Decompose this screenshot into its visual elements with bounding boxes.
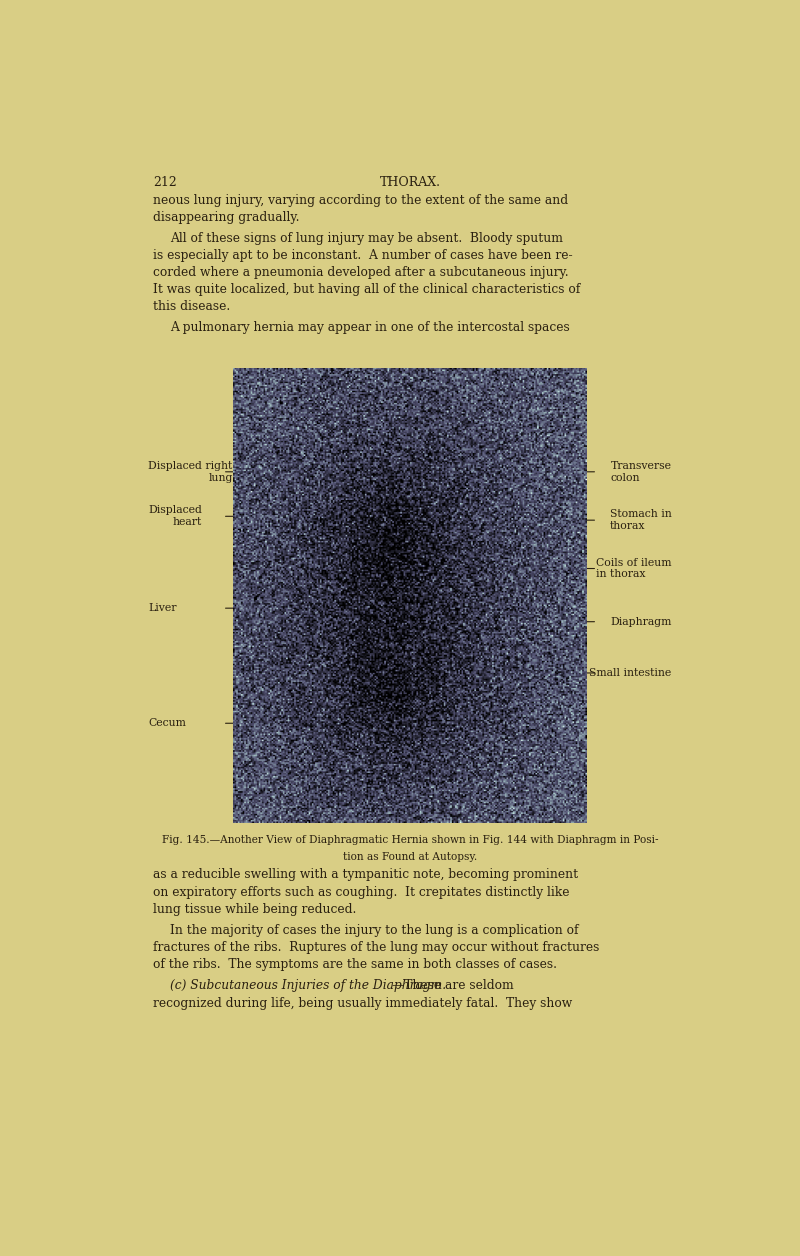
Text: All of these signs of lung injury may be absent.  Bloody sputum: All of these signs of lung injury may be…	[170, 231, 563, 245]
Text: THORAX.: THORAX.	[379, 176, 441, 188]
Text: on expiratory efforts such as coughing.  It crepitates distinctly like: on expiratory efforts such as coughing. …	[153, 885, 570, 898]
Text: Cecum: Cecum	[148, 718, 186, 728]
Text: 212: 212	[153, 176, 177, 188]
Text: Liver: Liver	[148, 603, 177, 613]
Text: Displaced right
lung: Displaced right lung	[148, 461, 233, 482]
Text: —These are seldom: —These are seldom	[392, 980, 514, 992]
Text: Diaphragm: Diaphragm	[610, 617, 672, 627]
Text: this disease.: this disease.	[153, 300, 230, 314]
Text: of the ribs.  The symptoms are the same in both classes of cases.: of the ribs. The symptoms are the same i…	[153, 958, 557, 971]
Text: A pulmonary hernia may appear in one of the intercostal spaces: A pulmonary hernia may appear in one of …	[170, 320, 570, 334]
Text: Stomach in
thorax: Stomach in thorax	[610, 510, 672, 531]
Text: (c) Subcutaneous Injuries of the Diaphragm.: (c) Subcutaneous Injuries of the Diaphra…	[170, 980, 446, 992]
Text: In the majority of cases the injury to the lung is a complication of: In the majority of cases the injury to t…	[170, 924, 578, 937]
Text: Fig. 145.—Another View of Diaphragmatic Hernia shown in Fig. 144 with Diaphragm : Fig. 145.—Another View of Diaphragmatic …	[162, 835, 658, 845]
Text: Small intestine: Small intestine	[590, 668, 672, 678]
Text: lung tissue while being reduced.: lung tissue while being reduced.	[153, 903, 356, 916]
Text: corded where a pneumonia developed after a subcutaneous injury.: corded where a pneumonia developed after…	[153, 266, 568, 279]
Text: It was quite localized, but having all of the clinical characteristics of: It was quite localized, but having all o…	[153, 283, 580, 296]
Text: as a reducible swelling with a tympanitic note, becoming prominent: as a reducible swelling with a tympaniti…	[153, 868, 578, 882]
Text: tion as Found at Autopsy.: tion as Found at Autopsy.	[343, 852, 477, 862]
Text: recognized during life, being usually immediately fatal.  They show: recognized during life, being usually im…	[153, 996, 572, 1010]
Text: Displaced
heart: Displaced heart	[148, 505, 202, 528]
Text: is especially apt to be inconstant.  A number of cases have been re-: is especially apt to be inconstant. A nu…	[153, 249, 572, 261]
Text: fractures of the ribs.  Ruptures of the lung may occur without fractures: fractures of the ribs. Ruptures of the l…	[153, 941, 599, 955]
Text: disappearing gradually.: disappearing gradually.	[153, 211, 299, 225]
Text: Coils of ileum
in thorax: Coils of ileum in thorax	[596, 558, 672, 579]
Text: neous lung injury, varying according to the extent of the same and: neous lung injury, varying according to …	[153, 195, 568, 207]
Text: Transverse
colon: Transverse colon	[610, 461, 672, 482]
